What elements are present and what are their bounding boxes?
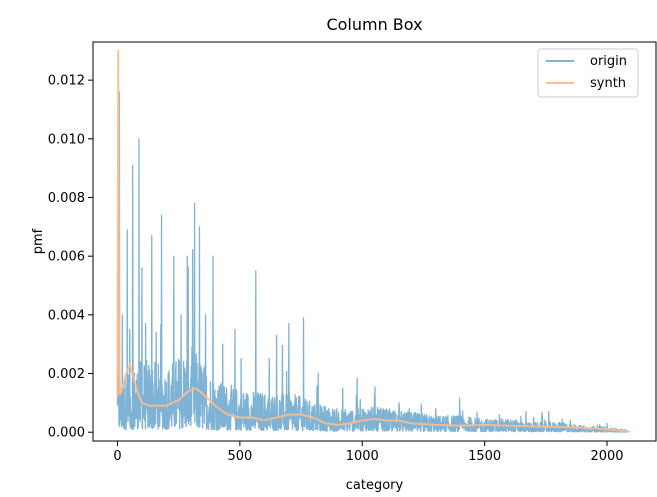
legend-synth-label: synth [590,76,626,91]
x-tick-label: 1500 [468,449,501,464]
x-tick-label: 500 [227,449,252,464]
origin-series-layer [116,91,630,433]
legend: origin synth [537,48,639,98]
x-tick-label: 0 [113,449,121,464]
y-tick-label: 0.000 [48,426,85,441]
synth-series-layer [116,49,630,433]
y-axis-ticks: 0.000 0.002 0.004 0.006 0.008 0.010 0.012 [48,74,93,441]
series-line-synth [116,49,630,433]
y-tick-label: 0.006 [48,250,85,265]
chart-title: Column Box [326,15,422,34]
plot-area [116,49,630,433]
x-axis-ticks: 0 500 1000 1500 2000 [113,441,624,464]
x-tick-label: 1000 [346,449,379,464]
y-tick-label: 0.008 [48,191,85,206]
y-tick-label: 0.010 [48,132,85,147]
y-tick-label: 0.004 [48,308,85,323]
y-axis-label: pmf [31,228,46,254]
y-tick-label: 0.002 [48,367,85,382]
x-axis-label: category [346,478,404,493]
series-line-origin [116,91,630,433]
legend-origin-label: origin [590,54,627,69]
x-tick-label: 2000 [590,449,623,464]
y-tick-label: 0.012 [48,74,85,89]
axes-frame [92,41,657,442]
